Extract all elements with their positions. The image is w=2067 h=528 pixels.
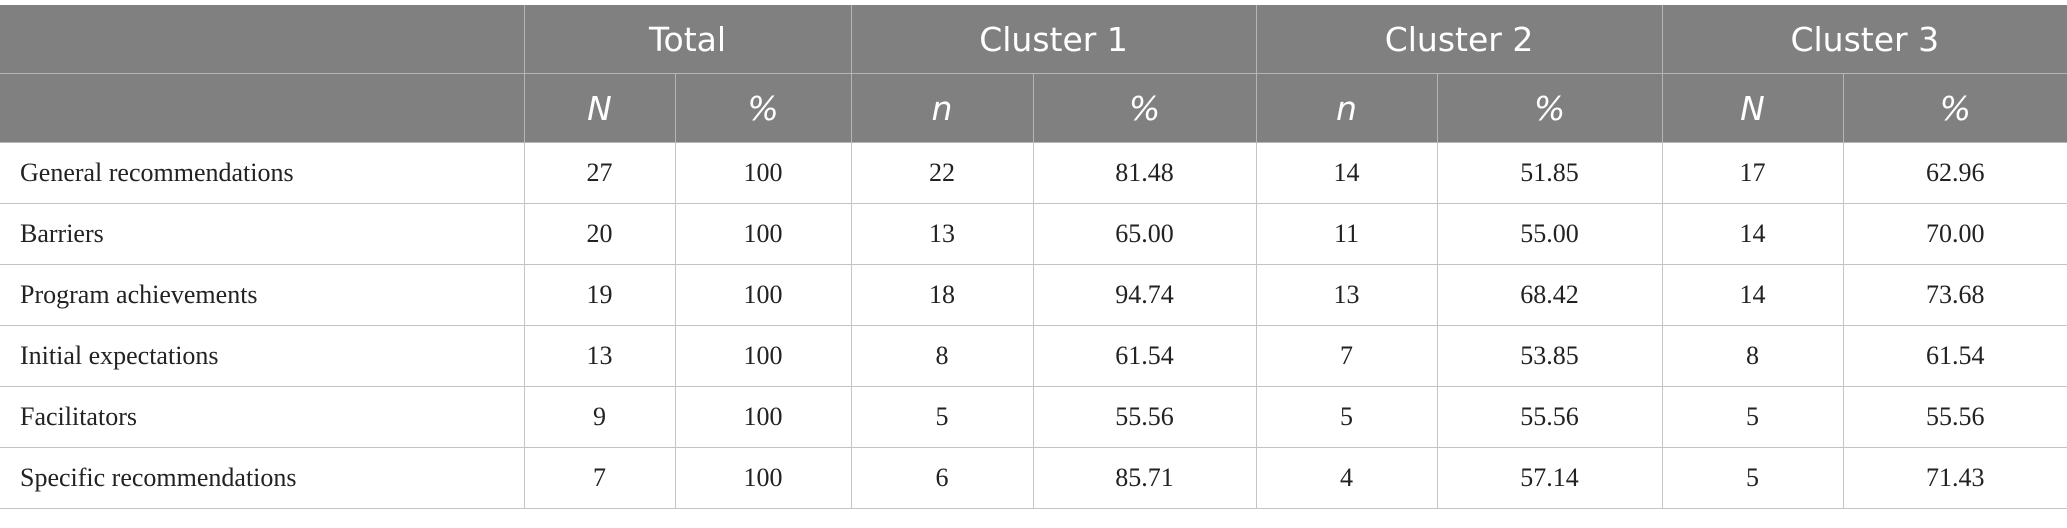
sub-header-blank [0,73,525,143]
table-cell: 62.96 [1843,142,2067,204]
header-corner [0,5,525,74]
table-cell: 19 [524,264,676,326]
row-label: Initial expectations [0,325,525,387]
table-cell: 18 [851,264,1034,326]
sub-header-row: N % n % n % N % [0,73,2067,143]
table-cell: 7 [524,447,676,509]
table-cell: 100 [675,142,852,204]
row-label: Program achievements [0,264,525,326]
table-row: Initial expectations 13 100 8 61.54 7 53… [0,325,2067,387]
table-cell: 7 [1256,325,1438,387]
sub-header-total-percent: % [675,73,852,143]
table-cell: 100 [675,325,852,387]
table-row: Barriers 20 100 13 65.00 11 55.00 14 70.… [0,203,2067,265]
row-label: General recommendations [0,142,525,204]
table-cell: 51.85 [1437,142,1663,204]
table-row: Program achievements 19 100 18 94.74 13 … [0,264,2067,326]
table-cell: 55.56 [1437,386,1663,448]
table-row: Specific recommendations 7 100 6 85.71 4… [0,447,2067,509]
table-cell: 68.42 [1437,264,1663,326]
table-cell: 5 [851,386,1034,448]
table-cell: 5 [1662,447,1844,509]
sub-header-cluster1-n: n [851,73,1034,143]
table-cell: 5 [1256,386,1438,448]
table-cell: 14 [1662,264,1844,326]
table-cell: 6 [851,447,1034,509]
table-cell: 55.56 [1033,386,1257,448]
table-cell: 65.00 [1033,203,1257,265]
row-label: Barriers [0,203,525,265]
sub-header-cluster3-percent: % [1843,73,2067,143]
table-cell: 17 [1662,142,1844,204]
sub-header-cluster2-percent: % [1437,73,1663,143]
table-cell: 94.74 [1033,264,1257,326]
table-cell: 14 [1256,142,1438,204]
table-cell: 100 [675,264,852,326]
table-cell: 11 [1256,203,1438,265]
cluster-table: Total Cluster 1 Cluster 2 Cluster 3 N % … [0,5,2067,509]
sub-header-cluster3-n: N [1662,73,1844,143]
table-cell: 100 [675,203,852,265]
table-cell: 85.71 [1033,447,1257,509]
table-cell: 73.68 [1843,264,2067,326]
row-label: Facilitators [0,386,525,448]
table-cell: 53.85 [1437,325,1663,387]
table-cell: 27 [524,142,676,204]
table-row: General recommendations 27 100 22 81.48 … [0,142,2067,204]
sub-header-total-n: N [524,73,676,143]
table-cell: 55.00 [1437,203,1663,265]
table-cell: 13 [1256,264,1438,326]
table-cell: 8 [1662,325,1844,387]
group-header-cluster-3: Cluster 3 [1662,5,2067,74]
table-cell: 71.43 [1843,447,2067,509]
table-cell: 61.54 [1033,325,1257,387]
group-header-cluster-1: Cluster 1 [851,5,1257,74]
table-cell: 4 [1256,447,1438,509]
table-cell: 100 [675,386,852,448]
group-header-total: Total [524,5,852,74]
table-cell: 13 [851,203,1034,265]
table-cell: 9 [524,386,676,448]
table-cell: 100 [675,447,852,509]
table-cell: 13 [524,325,676,387]
table-row: Facilitators 9 100 5 55.56 5 55.56 5 55.… [0,386,2067,448]
sub-header-cluster1-percent: % [1033,73,1257,143]
table-cell: 70.00 [1843,203,2067,265]
data-table-container: Total Cluster 1 Cluster 2 Cluster 3 N % … [0,5,2067,509]
table-cell: 20 [524,203,676,265]
group-header-row: Total Cluster 1 Cluster 2 Cluster 3 [0,5,2067,74]
table-cell: 5 [1662,386,1844,448]
table-cell: 81.48 [1033,142,1257,204]
sub-header-cluster2-n: n [1256,73,1438,143]
group-header-cluster-2: Cluster 2 [1256,5,1663,74]
row-label: Specific recommendations [0,447,525,509]
table-cell: 8 [851,325,1034,387]
table-cell: 14 [1662,203,1844,265]
table-cell: 61.54 [1843,325,2067,387]
table-cell: 22 [851,142,1034,204]
table-cell: 55.56 [1843,386,2067,448]
table-cell: 57.14 [1437,447,1663,509]
